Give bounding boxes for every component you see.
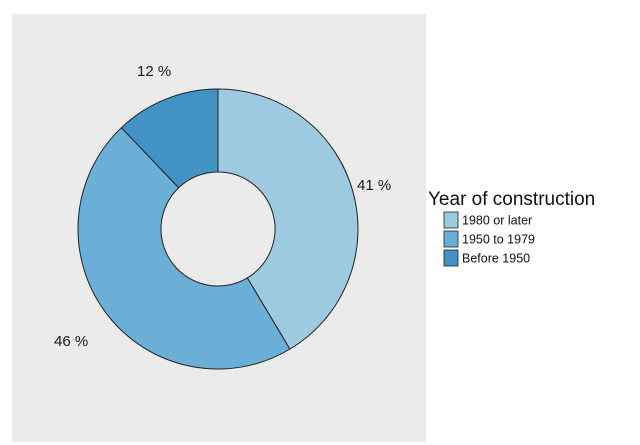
slice-before-1950 — [120, 88, 219, 189]
legend-swatch-1950-to-1979 — [443, 230, 459, 248]
value-label-before-1950: 12 % — [137, 63, 171, 80]
legend-swatch-1980-or-later — [443, 211, 459, 229]
value-label-1980-or-later: 41 % — [357, 177, 391, 194]
value-labels-group: 41 % 46 % 12 % — [54, 63, 391, 350]
value-label-1950-to-1979: 46 % — [54, 333, 88, 350]
legend-entries: 1980 or later 1950 to 1979 Before 1950 — [443, 211, 535, 267]
legend: Year of construction 1980 or later 1950 t… — [428, 189, 595, 267]
legend-title: Year of construction — [428, 189, 595, 210]
legend-label-1950-to-1979: 1950 to 1979 — [462, 233, 535, 247]
slice-1950-to-1979 — [77, 126, 291, 370]
slices-group — [77, 88, 359, 370]
plot-panel — [12, 14, 426, 442]
legend-swatch-before-1950 — [443, 249, 459, 267]
legend-label-1980-or-later: 1980 or later — [462, 214, 532, 228]
legend-label-before-1950: Before 1950 — [462, 252, 530, 266]
slice-1980-or-later — [217, 88, 359, 350]
